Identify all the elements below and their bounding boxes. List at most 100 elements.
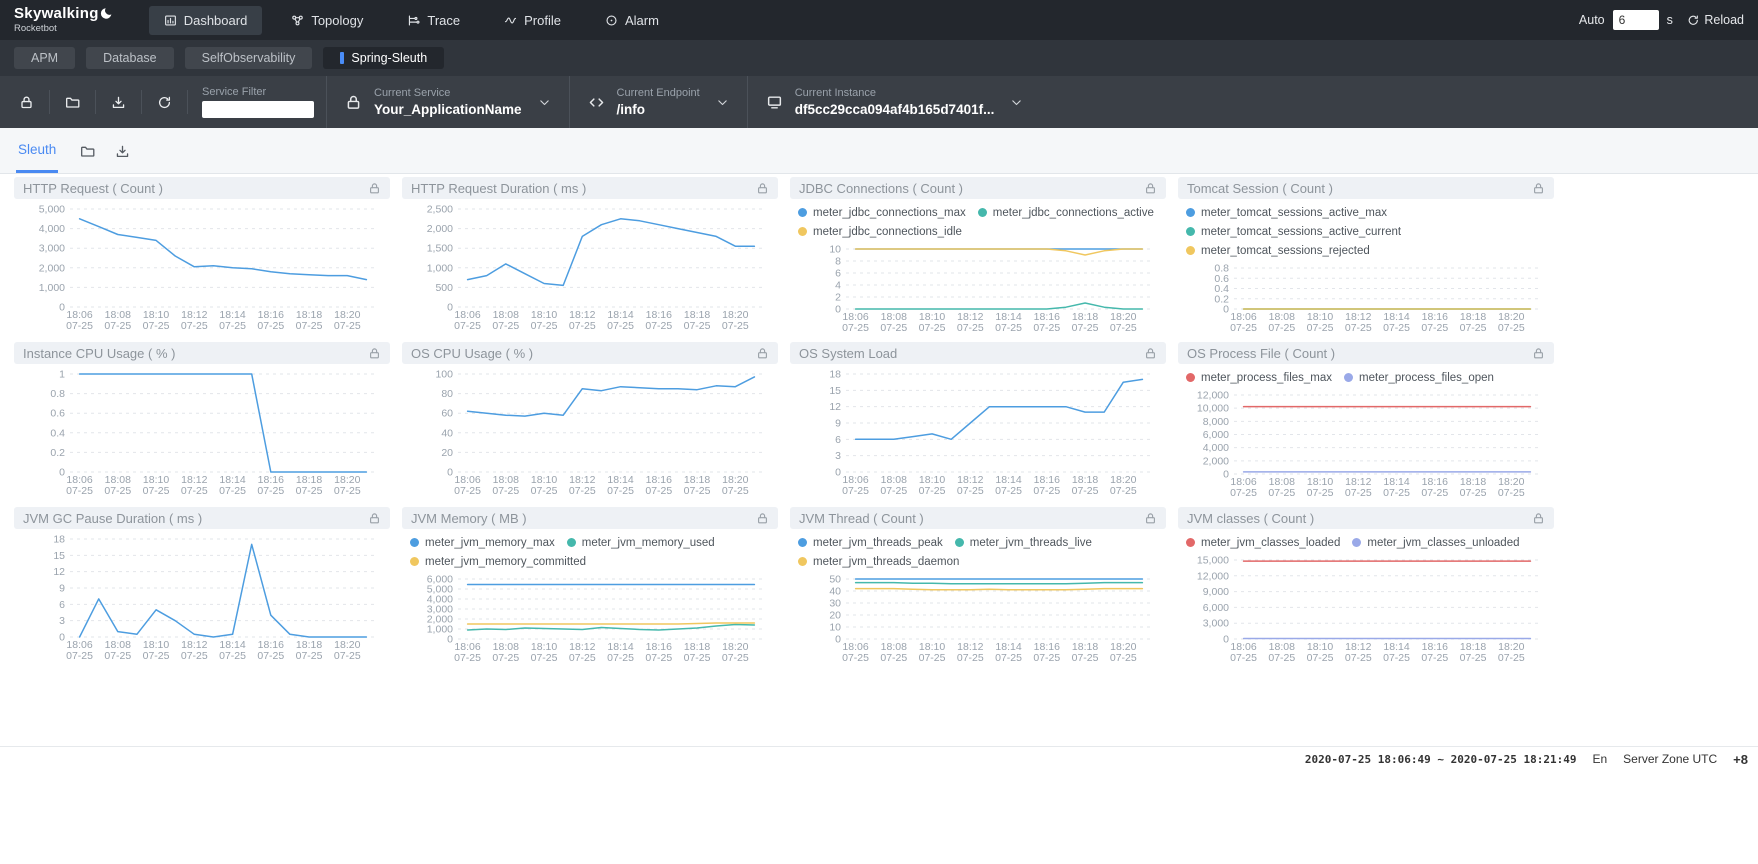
chart-plot-area[interactable]: 0 1,000 2,000 3,000 4,000 5,000 18:06 07-25 18:0… [14, 201, 390, 337]
svg-text:07-25: 07-25 [219, 320, 246, 332]
svg-text:07-25: 07-25 [492, 485, 519, 497]
legend-item-meter_process_files_max[interactable]: meter_process_files_max [1186, 368, 1332, 387]
legend-label: meter_jdbc_connections_idle [813, 225, 962, 238]
chart-plot-area[interactable]: 0 20 40 60 80 100 18:06 07-25 18:08 07-25 18:10 07-… [402, 366, 778, 502]
timezone-value[interactable]: +8 [1733, 751, 1748, 767]
current-service-selector[interactable]: Current Service Your_ApplicationName [326, 76, 569, 128]
chart-legend: meter_jvm_threads_peak meter_jvm_threads_… [790, 531, 1166, 571]
download-icon[interactable] [115, 144, 130, 159]
app-logo[interactable]: Skywalking Rocketbot [14, 6, 113, 34]
svg-text:07-25: 07-25 [1033, 485, 1060, 497]
chart-header: JDBC Connections ( Count ) [790, 177, 1166, 199]
auto-reload-controls: Auto s Reload [1579, 10, 1744, 30]
group-tab-spring-sleuth[interactable]: Spring-Sleuth [323, 47, 445, 69]
lock-icon[interactable] [368, 182, 381, 195]
svg-text:18:20: 18:20 [722, 641, 748, 653]
toolbar-lock-button[interactable] [4, 90, 50, 114]
svg-text:07-25: 07-25 [1307, 652, 1334, 664]
svg-text:18:18: 18:18 [684, 474, 710, 486]
tab-sleuth[interactable]: Sleuth [16, 128, 59, 173]
legend-item-meter_jvm_threads_live[interactable]: meter_jvm_threads_live [954, 533, 1092, 552]
legend-item-meter_process_files_open[interactable]: meter_process_files_open [1344, 368, 1494, 387]
legend-dot [798, 538, 807, 547]
svg-text:15: 15 [53, 550, 65, 562]
svg-text:18:06: 18:06 [66, 309, 92, 321]
legend-item-meter_jvm_threads_daemon[interactable]: meter_jvm_threads_daemon [798, 552, 959, 571]
chart-plot-area[interactable]: 0 3 6 9 12 15 18 18:06 07-25 18:08 07-25 18:10 07-25… [14, 531, 390, 667]
chart-plot-area[interactable]: 0 2 4 6 8 10 18:06 07-25 18:08 07-25 18:10 07-25 18:… [790, 241, 1166, 337]
svg-text:18:14: 18:14 [219, 639, 245, 651]
svg-text:0: 0 [447, 634, 453, 646]
legend-item-meter_jdbc_connections_max[interactable]: meter_jdbc_connections_max [798, 203, 966, 222]
chart-plot-area[interactable]: 0 500 1,000 1,500 2,000 2,500 18:06 07-25 18:08 0… [402, 201, 778, 337]
service-filter-input[interactable] [202, 101, 314, 118]
chart-plot-area[interactable]: 0 0.2 0.4 0.6 0.8 1 18:06 07-25 18:08 07-25 18:10 0… [14, 366, 390, 502]
legend-item-meter_jdbc_connections_idle[interactable]: meter_jdbc_connections_idle [798, 222, 962, 241]
svg-text:07-25: 07-25 [531, 652, 558, 664]
lock-icon[interactable] [1532, 512, 1545, 525]
svg-text:18:18: 18:18 [296, 309, 322, 321]
legend-item-meter_jvm_threads_peak[interactable]: meter_jvm_threads_peak [798, 533, 943, 552]
toolbar-download-button[interactable] [96, 90, 142, 114]
lock-icon[interactable] [1144, 512, 1157, 525]
menu-item-label: Dashboard [183, 12, 248, 28]
menu-item-trace[interactable]: Trace [392, 6, 475, 35]
svg-text:18:16: 18:16 [258, 639, 284, 651]
svg-text:6: 6 [59, 599, 65, 611]
legend-item-meter_jvm_memory_committed[interactable]: meter_jvm_memory_committed [410, 552, 586, 571]
svg-text:18:20: 18:20 [334, 474, 360, 486]
menu-item-topology[interactable]: Topology [276, 6, 378, 35]
legend-item-meter_jdbc_connections_active[interactable]: meter_jdbc_connections_active [977, 203, 1154, 222]
auto-interval-input[interactable] [1612, 10, 1659, 30]
lock-icon[interactable] [368, 347, 381, 360]
chart-plot-area[interactable]: 0 3 6 9 12 15 18 18:06 07-25 18:08 07-25 18:10 07-25… [790, 366, 1166, 502]
lock-icon[interactable] [1532, 347, 1545, 360]
svg-text:18:20: 18:20 [1110, 474, 1136, 486]
chart-plot-area[interactable]: 0 1,000 2,000 3,000 4,000 5,000 6,000 18:06 07-2… [402, 571, 778, 667]
svg-text:07-25: 07-25 [569, 320, 596, 332]
legend-item-meter_tomcat_sessions_active_current[interactable]: meter_tomcat_sessions_active_current [1186, 222, 1401, 241]
svg-text:07-25: 07-25 [104, 650, 131, 662]
svg-text:07-25: 07-25 [257, 485, 284, 497]
svg-text:18:10: 18:10 [531, 641, 557, 653]
current-endpoint-selector[interactable]: Current Endpoint/info [568, 76, 747, 128]
chart-plot-area[interactable]: 0 0.2 0.4 0.6 0.8 18:06 07-25 18:08 07-25 18:10 07… [1178, 260, 1554, 337]
lock-icon[interactable] [1144, 347, 1157, 360]
legend-item-meter_jvm_classes_loaded[interactable]: meter_jvm_classes_loaded [1186, 533, 1340, 552]
language-switch[interactable]: En [1592, 752, 1608, 766]
legend-dot [566, 538, 576, 547]
lock-icon[interactable] [756, 347, 769, 360]
legend-item-meter_tomcat_sessions_rejected[interactable]: meter_tomcat_sessions_rejected [1186, 241, 1370, 260]
chart-plot-area[interactable]: 0 3,000 6,000 9,000 12,000 15,000 18:06 07-25 18… [1178, 552, 1554, 667]
group-tab-database[interactable]: Database [86, 47, 174, 69]
legend-item-meter_jvm_memory_max[interactable]: meter_jvm_memory_max [410, 533, 555, 552]
lock-icon[interactable] [1532, 182, 1545, 195]
svg-text:18:14: 18:14 [1383, 476, 1409, 488]
legend-item-meter_jvm_memory_used[interactable]: meter_jvm_memory_used [566, 533, 715, 552]
lock-icon[interactable] [368, 512, 381, 525]
chart-plot-area[interactable]: 0 10 20 30 40 50 18:06 07-25 18:08 07-25 18:10 07-2… [790, 571, 1166, 667]
toolbar-folder-button[interactable] [50, 90, 96, 114]
reload-button[interactable]: Reload [1687, 13, 1744, 27]
menu-item-profile[interactable]: Profile [489, 6, 576, 35]
legend-dot [977, 208, 987, 217]
svg-text:07-25: 07-25 [334, 320, 361, 332]
lock-icon[interactable] [1144, 182, 1157, 195]
group-tab-selfobservability[interactable]: SelfObservability [184, 47, 313, 69]
legend-item-meter_jvm_classes_unloaded[interactable]: meter_jvm_classes_unloaded [1352, 533, 1520, 552]
group-tab-apm[interactable]: APM [14, 47, 76, 69]
chart-plot-area[interactable]: 0 2,000 4,000 6,000 8,000 10,000 12,000 18:06 07… [1178, 387, 1554, 502]
toolbar-refresh-button[interactable] [142, 90, 188, 114]
lock-icon[interactable] [756, 182, 769, 195]
svg-text:07-25: 07-25 [1460, 487, 1487, 499]
menu-item-alarm[interactable]: Alarm [590, 6, 674, 35]
svg-text:20: 20 [441, 447, 453, 459]
svg-text:500: 500 [435, 282, 453, 294]
time-range-display[interactable]: 2020-07-25 18:06:49 ~ 2020-07-25 18:21:4… [1304, 752, 1577, 766]
svg-text:07-25: 07-25 [66, 485, 93, 497]
menu-item-dashboard[interactable]: Dashboard [148, 5, 263, 35]
lock-icon[interactable] [756, 512, 769, 525]
legend-item-meter_tomcat_sessions_active_max[interactable]: meter_tomcat_sessions_active_max [1186, 203, 1387, 222]
current-instance-selector[interactable]: Current Instance df5cc29cca094af4b165d740… [746, 76, 1042, 128]
folder-icon[interactable] [80, 144, 95, 159]
